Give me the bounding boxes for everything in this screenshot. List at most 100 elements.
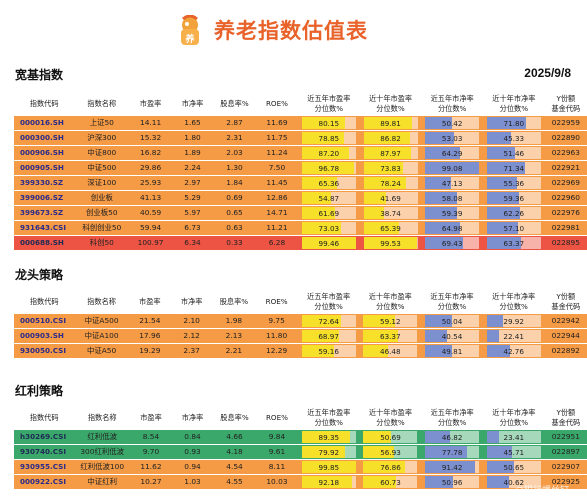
percentile-value: 73.03 <box>318 224 340 233</box>
percentile-value: 38.74 <box>380 209 401 218</box>
cell-pe: 9.70 <box>130 445 172 460</box>
cell-name: 红利低波 <box>74 430 131 445</box>
percentile-bar: 57.10 <box>486 222 541 234</box>
cell-pb10: 62.26 <box>483 206 545 221</box>
cell-pe10: 76.86 <box>359 460 422 475</box>
cell-name: 上证50 <box>74 116 130 131</box>
column-header: 指数名称 <box>87 297 116 306</box>
percentile-bar-fill <box>486 345 510 357</box>
percentile-value: 86.82 <box>380 134 401 143</box>
percentile-bar-fill <box>301 237 356 249</box>
cell-fund: 022897 <box>544 445 587 460</box>
cell-pe: 21.54 <box>128 314 171 329</box>
percentile-bar: 49.81 <box>424 345 479 357</box>
percentile-value: 96.78 <box>318 164 340 173</box>
percentile-bar: 99.53 <box>363 237 418 249</box>
percentile-bar-fill <box>486 162 526 174</box>
percentile-bar: 50.42 <box>425 117 480 129</box>
percentile-value: 89.35 <box>318 433 340 442</box>
cell-name: 创业板50 <box>74 206 130 221</box>
cell-pb5: 50.42 <box>421 116 484 131</box>
cell-pb5: 99.08 <box>421 161 484 176</box>
cell-name: 红利低波100 <box>74 460 131 475</box>
table-row: 000903.SH 中证A100 17.96 2.12 2.13 11.80 68.97 63… <box>14 329 587 344</box>
cell-pe5: 65.36 <box>298 176 360 191</box>
percentile-bar: 76.86 <box>363 461 418 473</box>
percentile-value: 69.43 <box>441 239 463 248</box>
table-row: 000922.CSI 中证红利 10.27 1.03 4.55 10.03 92.18 60.… <box>14 475 587 490</box>
cell-pb10: 45.71 <box>483 445 545 460</box>
cell-dy: 2.87 <box>213 116 256 131</box>
svg-text:养: 养 <box>184 33 194 45</box>
percentile-bar-fill <box>363 132 411 144</box>
column-header: 近五年市净率 分位数% <box>430 408 474 427</box>
cell-dy: 2.13 <box>212 329 256 344</box>
cell-pe: 29.86 <box>129 161 172 176</box>
percentile-value: 78.85 <box>318 134 340 143</box>
percentile-bar: 59.12 <box>363 315 418 327</box>
percentile-bar-fill <box>301 330 339 342</box>
cell-pe10: 73.83 <box>359 161 422 176</box>
column-header: 近十年市净率 分位数% <box>492 292 536 311</box>
cell-roe: 9.75 <box>255 314 298 329</box>
percentile-bar: 54.87 <box>301 192 356 204</box>
column-header: 股息率% <box>219 297 249 306</box>
cell-pe10: 50.69 <box>359 430 422 445</box>
percentile-bar-fill <box>301 431 351 443</box>
cell-pe5: 99.85 <box>297 460 360 475</box>
percentile-value: 59.16 <box>318 347 339 356</box>
percentile-bar: 50.04 <box>424 315 479 327</box>
elderly-logo-icon: 养 <box>181 15 199 45</box>
percentile-bar-fill <box>486 315 503 327</box>
cell-roe: 11.45 <box>255 176 298 191</box>
column-header: ROE% <box>265 99 288 108</box>
percentile-value: 45.71 <box>503 448 525 457</box>
cell-pb5: 49.81 <box>421 344 483 359</box>
cell-pb10: 40.62 <box>483 475 545 490</box>
cell-fund: 022960 <box>544 191 587 206</box>
percentile-bar: 63.37 <box>486 237 541 249</box>
column-header: ROE% <box>265 413 288 422</box>
cell-name: 中证800 <box>74 146 130 161</box>
cell-pb10: 50.65 <box>483 460 545 475</box>
column-header: 股息率% <box>220 413 249 422</box>
percentile-bar-fill <box>301 117 346 129</box>
percentile-bar: 91.42 <box>425 461 480 473</box>
percentile-bar-fill <box>425 117 453 129</box>
cell-pb5: 46.82 <box>421 430 483 445</box>
cell-fund: 022944 <box>544 329 587 344</box>
percentile-value: 50.42 <box>441 119 463 128</box>
percentile-bar-fill <box>425 132 454 144</box>
cell-pe5: 54.87 <box>298 191 360 206</box>
cell-roe: 14.71 <box>255 206 298 221</box>
cell-code: 000903.SH <box>14 329 75 344</box>
percentile-bar-fill <box>424 345 452 357</box>
percentile-bar: 78.85 <box>301 132 356 144</box>
percentile-bar-fill <box>486 222 518 234</box>
cell-roe: 10.03 <box>255 475 298 490</box>
cell-name: 创业板 <box>74 191 130 206</box>
percentile-value: 40.62 <box>503 478 525 487</box>
cell-pb5: 77.78 <box>421 445 483 460</box>
cell-pb: 2.10 <box>170 314 213 329</box>
section-title: 宽基指数 <box>15 68 64 82</box>
cell-code: 000016.SH <box>14 116 75 131</box>
percentile-bar: 80.15 <box>301 117 356 129</box>
percentile-bar-fill <box>301 177 338 189</box>
cell-code: 399006.SZ <box>14 191 75 206</box>
cell-pe: 40.59 <box>129 206 172 221</box>
cell-code: 000688.SH <box>14 236 75 251</box>
cell-pe10: 78.24 <box>359 176 422 191</box>
cell-code: 930050.CSI <box>14 344 75 359</box>
cell-roe: 7.50 <box>255 161 298 176</box>
percentile-bar-fill <box>425 147 460 159</box>
cell-pe: 10.27 <box>130 475 172 490</box>
percentile-value: 64.29 <box>441 149 463 158</box>
cell-fund: 022921 <box>544 161 587 176</box>
percentile-value: 89.81 <box>380 119 401 128</box>
percentile-bar: 87.97 <box>363 147 418 159</box>
percentile-value: 64.98 <box>441 224 463 233</box>
cell-fund: 022959 <box>544 116 587 131</box>
percentile-value: 99.46 <box>318 239 340 248</box>
cell-pb: 2.12 <box>170 329 213 344</box>
